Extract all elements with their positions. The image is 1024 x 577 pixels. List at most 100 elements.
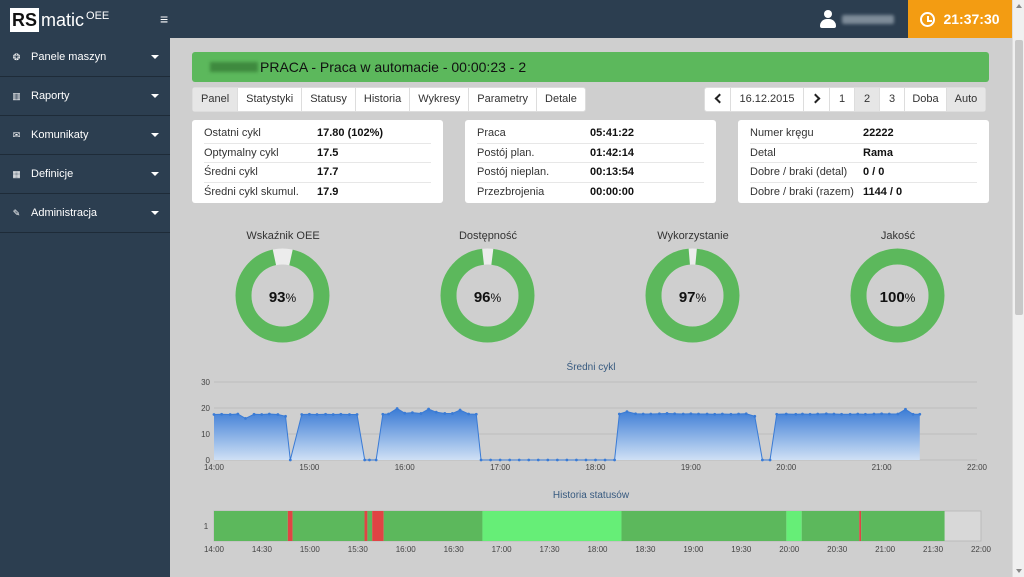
sidebar-item-label: Definicje [31,168,74,180]
info-label: Dobre / braki (detal) [750,166,848,179]
gauge-value: 97% [679,289,707,306]
data-point [434,410,438,414]
data-point [665,412,669,415]
sidebar-item-komunikaty[interactable]: ✉ Komunikaty [0,116,170,155]
data-point [474,412,478,416]
y-tick-label: 10 [201,430,210,439]
gauge-unit: % [696,291,707,305]
data-point [617,412,621,416]
info-row: Praca 05:41:22 [477,124,704,144]
status-segment [801,511,860,541]
info-label: Optymalny cykl [204,146,279,159]
data-point [880,412,884,416]
page-3-button[interactable]: 3 [880,88,905,111]
tab-historia[interactable]: Historia [356,88,411,111]
doba-button[interactable]: Doba [905,88,947,111]
sidebar-item-administracja[interactable]: ✎ Administracja [0,194,170,233]
scroll-down-icon[interactable] [1016,569,1022,573]
wrench-icon: ✎ [12,207,21,218]
x-tick-label: 21:00 [875,545,896,554]
info-value: 22222 [863,127,894,140]
data-point [658,412,661,416]
sidebar-item-label: Panele maszyn [31,51,107,63]
series-area [214,408,920,460]
x-tick-label: 15:30 [348,545,369,554]
data-point [794,412,798,416]
data-point [443,412,447,415]
tab-detale[interactable]: Detale [545,93,577,105]
info-label: Średni cykl skumul. [204,186,299,199]
gauge-number: 100 [880,289,905,306]
data-point [288,458,292,462]
sidebar-item-raporty[interactable]: ▥ Raporty [0,77,170,116]
menu-toggle-icon[interactable]: ≡ [160,11,169,27]
x-tick-label: 18:00 [585,463,606,472]
status-chart: 1 14:00 14:30 15:00 15:30 16:00 16:30 17:00 17:3… [204,510,992,554]
sidebar-item-definicje[interactable]: ▦ Definicje [0,155,170,194]
tab-wykresy[interactable]: Wykresy [410,88,470,111]
data-point [458,408,462,412]
status-segment [214,511,288,541]
caret-down-icon [151,133,159,137]
scrollbar-thumb[interactable] [1015,40,1023,315]
vertical-scrollbar[interactable] [1012,0,1024,577]
auto-button[interactable]: Auto [947,88,985,111]
data-point [363,458,367,462]
gauge-number: 93 [269,289,286,306]
data-point [584,458,588,462]
logo-matic: matic [41,10,85,30]
gauge-value: 96% [474,289,502,306]
user-name-redacted [842,14,894,24]
data-point [348,413,351,416]
logo[interactable]: RS matic OEE [10,8,109,32]
page-2-button[interactable]: 2 [855,88,880,111]
date-display[interactable]: 16.12.2015 [731,88,804,111]
data-point [489,458,492,462]
data-point [527,458,531,462]
prev-day-button[interactable] [705,88,731,111]
data-point [673,412,677,416]
status-segment [364,511,368,541]
data-point [228,413,232,416]
data-point [517,458,521,462]
chevron-left-icon [714,93,724,104]
info-label: Dobre / braki (razem) [750,186,854,199]
scroll-up-icon[interactable] [1016,4,1022,8]
tab-parametry[interactable]: Parametry [469,88,538,111]
status-segment [861,511,945,541]
tab-statusy[interactable]: Statusy [302,88,356,111]
sidebar-item-label: Administracja [31,207,98,219]
gauge-unit: % [905,291,916,305]
user-menu[interactable] [820,10,894,28]
info-value: 17.7 [317,166,339,179]
cycle-chart: 0 10 20 30 14:00 15:00 16:00 17:00 18:00 19:00 20:… [201,378,987,472]
gauge-title-oee: Wskaźnik OEE [246,230,320,242]
logo-rs: RS [10,8,40,32]
top-navbar: RS matic OEE ≡ 21:37:30 [0,0,1012,38]
y-tick-label: 1 [204,522,209,531]
data-point [705,412,709,416]
gauge-title-jakosc: Jakość [880,230,916,242]
caret-down-icon [151,172,159,176]
next-day-button[interactable] [804,88,830,111]
tab-panel[interactable]: Panel [193,88,239,111]
status-segment [383,511,483,541]
data-point [467,412,471,416]
data-point [775,412,779,416]
tab-statystyki[interactable]: Statystyki [238,88,303,111]
sidebar-item-panele-maszyn[interactable]: ❂ Panele maszyn [0,38,170,77]
page-1-button[interactable]: 1 [830,88,855,111]
info-row: Postój plan. 01:42:14 [477,144,704,163]
data-point [753,414,757,418]
status-segment [287,511,293,541]
sidebar-item-label: Raporty [31,90,70,102]
info-value: 17.5 [317,146,339,159]
gauge-number: 96 [474,289,491,306]
x-tick-label: 15:00 [299,463,320,472]
y-tick-label: 20 [201,404,210,413]
status-segment [786,511,802,541]
x-tick-label: 19:00 [681,463,702,472]
x-tick-label: 15:00 [300,545,321,554]
user-icon [820,10,836,28]
gauge-dostepnosc: 96% [440,248,535,343]
